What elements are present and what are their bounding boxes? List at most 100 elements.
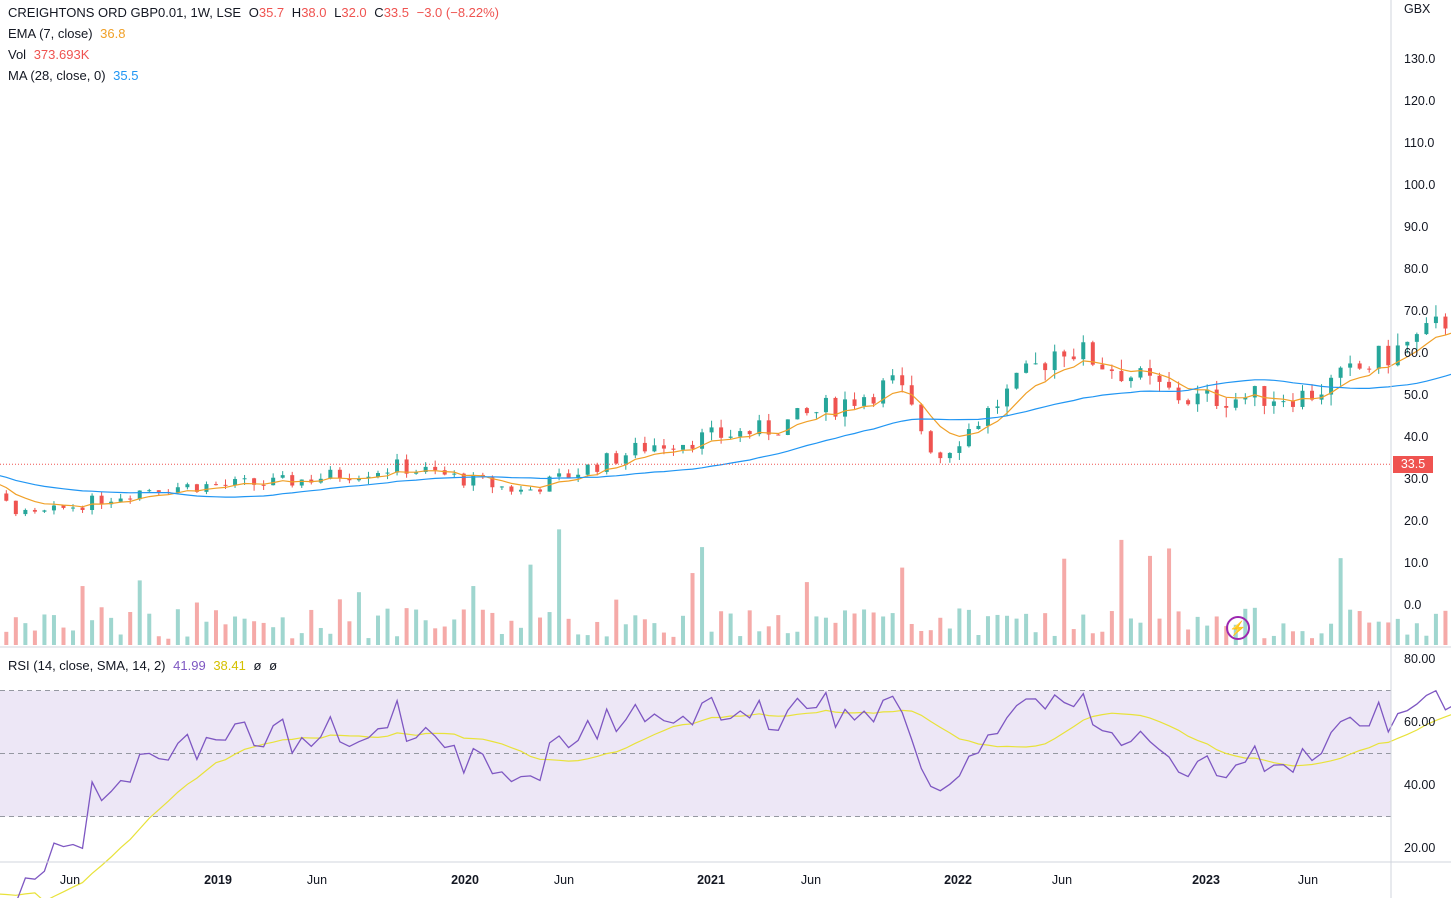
candle-body: [595, 464, 600, 472]
candle-body: [661, 445, 666, 449]
candle-body: [795, 408, 800, 420]
candle-body: [414, 471, 419, 474]
candle-body: [1157, 375, 1162, 382]
candle-body: [1281, 401, 1286, 403]
volume-bar: [661, 632, 666, 645]
volume-bar: [480, 609, 485, 645]
candle-body: [1424, 323, 1429, 335]
volume-bar: [271, 627, 276, 645]
candle-body: [690, 444, 695, 449]
volume-bar: [766, 626, 771, 645]
volume-bar: [452, 619, 457, 645]
candle-body: [461, 473, 466, 486]
candle-body: [42, 510, 47, 512]
candle-body: [1405, 341, 1410, 346]
volume-bar: [671, 636, 676, 645]
open-label: O: [248, 5, 259, 20]
volume-bar: [1214, 616, 1219, 645]
candle-body: [633, 442, 638, 456]
low-label: L: [334, 5, 342, 20]
volume-bar: [843, 610, 848, 645]
candle-body: [118, 498, 123, 502]
price-tick-label: 80.0: [1404, 262, 1428, 276]
volume-bar: [633, 615, 638, 645]
volume-bar: [976, 635, 981, 645]
last-price-tag: 33.5: [1393, 456, 1433, 473]
price-tick-label: 110.0: [1404, 136, 1434, 150]
candle-body: [433, 466, 438, 471]
price-tick-label: 0.0: [1404, 598, 1421, 612]
ema-label: EMA (7, close): [8, 26, 93, 41]
ma-legend[interactable]: MA (28, close, 0) 35.5: [8, 68, 142, 83]
volume-bar: [318, 627, 323, 645]
open-value: 35.7: [258, 5, 285, 20]
candle-body: [404, 459, 409, 474]
volume-bar: [814, 616, 819, 645]
volume-bar: [528, 564, 533, 645]
candle-body: [852, 399, 857, 406]
time-tick-label: 2021: [697, 873, 725, 887]
volume-bar: [356, 592, 361, 645]
candle-body: [366, 476, 371, 479]
volume-bar: [1357, 611, 1362, 645]
vol-legend[interactable]: Vol 373.693K: [8, 47, 93, 62]
volume-bar: [109, 617, 114, 645]
candle-body: [1205, 389, 1210, 394]
volume-bar: [137, 580, 142, 645]
volume-bar: [1348, 609, 1353, 645]
candle-body: [223, 484, 228, 486]
volume-bar: [862, 609, 867, 645]
volume-bar: [347, 621, 352, 645]
volume-bar: [223, 624, 228, 645]
volume-bar: [585, 635, 590, 645]
candle-body: [757, 420, 762, 435]
candle-body: [1005, 388, 1010, 407]
volume-bar: [1014, 618, 1019, 645]
volume-bar: [204, 621, 209, 645]
volume-bar: [1414, 623, 1419, 645]
candle-body: [642, 442, 647, 452]
lightning-icon[interactable]: ⚡: [1226, 616, 1250, 640]
candle-body: [833, 397, 838, 417]
candle-body: [1081, 342, 1086, 360]
candle-body: [957, 446, 962, 453]
volume-bar: [1109, 611, 1114, 645]
candle-body: [90, 495, 95, 510]
volume-bar: [42, 614, 47, 645]
ma-label: MA (28, close, 0): [8, 68, 106, 83]
volume-bar: [118, 634, 123, 645]
rsi-tick-label: 40.00: [1404, 778, 1435, 792]
candle-body: [1014, 372, 1019, 389]
volume-bar: [804, 582, 809, 645]
rsi-label: RSI (14, close, SMA, 14, 2): [8, 658, 166, 673]
volume-bar: [433, 628, 438, 645]
volume-bar: [461, 609, 466, 645]
candle-body: [242, 478, 247, 480]
volume-bar: [1062, 558, 1067, 645]
candle-body: [995, 406, 1000, 409]
volume-bar: [1281, 623, 1286, 645]
candle-body: [395, 459, 400, 473]
time-tick-label: 2019: [204, 873, 232, 887]
candle-body: [804, 408, 809, 414]
candle-body: [671, 448, 676, 450]
candle-body: [1214, 389, 1219, 406]
volume-bar: [1119, 539, 1124, 645]
ma-line: [0, 373, 1451, 498]
candle-body: [299, 479, 304, 486]
volume-bar: [1224, 626, 1229, 645]
candle-body: [32, 509, 37, 512]
rsi-legend[interactable]: RSI (14, close, SMA, 14, 2) 41.99 38.41 …: [8, 658, 281, 673]
candle-body: [490, 477, 495, 488]
change-value: −3.0 (−8.22%): [416, 5, 500, 20]
volume-bar: [1100, 631, 1105, 645]
rsi-tick-label: 20.00: [1404, 841, 1435, 855]
volume-bar: [747, 610, 752, 645]
volume-bar: [509, 620, 514, 645]
ema-legend[interactable]: EMA (7, close) 36.8: [8, 26, 129, 41]
volume-bar: [957, 608, 962, 645]
volume-bar: [1386, 622, 1391, 645]
volume-bar: [890, 613, 895, 645]
rsi-extra-1: ø: [253, 658, 262, 673]
